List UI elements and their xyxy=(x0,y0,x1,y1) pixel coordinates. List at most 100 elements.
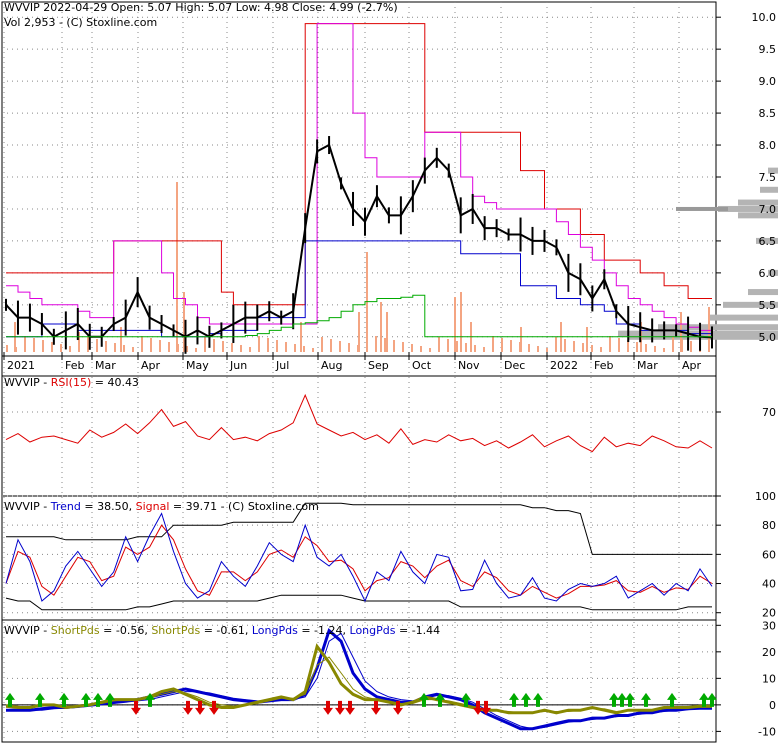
volume-header: Vol 2,953 - (C) Stoxline.com xyxy=(4,16,157,29)
volume-bar xyxy=(300,322,302,352)
volume-bar xyxy=(465,343,467,352)
value-tick-label: 60 xyxy=(762,548,776,561)
volume-bar xyxy=(375,336,377,352)
month-tick-label: Jul xyxy=(275,359,289,372)
rsi-legend-ticker: WVVIP xyxy=(4,376,40,389)
volume-profile-bar xyxy=(768,167,778,174)
volume-bar xyxy=(24,336,26,352)
volume-bar xyxy=(150,338,152,352)
longpds-legend-value: = -1.24, xyxy=(298,624,350,637)
volume-bar xyxy=(454,297,456,352)
volume-bar xyxy=(231,343,233,352)
volume-bar xyxy=(168,342,170,352)
value-tick-label: 7.0 xyxy=(759,203,777,216)
volume-bar xyxy=(380,302,382,352)
volume-bar xyxy=(132,347,134,352)
volume-bar xyxy=(312,348,314,352)
volume-bar xyxy=(267,338,269,352)
value-tick-label: 9.5 xyxy=(759,43,777,56)
volume-bar xyxy=(249,347,251,352)
volume-bar xyxy=(303,346,305,352)
buy-arrow xyxy=(667,692,677,707)
volume-bar xyxy=(330,339,332,352)
volume-bar xyxy=(96,339,98,352)
buy-arrow xyxy=(435,692,445,707)
sell-arrow xyxy=(473,700,483,715)
upper-band-line xyxy=(6,23,712,306)
buy-arrow xyxy=(93,692,103,707)
accumulation-line xyxy=(6,294,712,338)
volume-bar xyxy=(528,344,530,352)
volume-bar xyxy=(42,340,44,352)
volume-bar xyxy=(87,337,89,352)
shortpds-legend-label: ShortPds xyxy=(51,624,100,637)
buy-arrow xyxy=(419,692,429,707)
volume-profile-bar xyxy=(658,324,778,331)
volume-bar xyxy=(276,340,278,352)
axis-tick-labels: 2021 Feb Mar Apr May Jun Jul Aug Sep Oct Nov Dec 202… xyxy=(7,11,776,738)
value-tick-label: 5.0 xyxy=(759,331,777,344)
volume-profile-bar xyxy=(738,212,778,219)
buy-arrow xyxy=(625,692,635,707)
value-tick-label: -10 xyxy=(758,725,776,738)
sell-arrow xyxy=(209,700,219,715)
longpds-legend-label: LongPds xyxy=(252,624,298,637)
sell-arrow xyxy=(481,700,491,715)
value-tick-label: 0 xyxy=(769,699,776,712)
month-tick-label: 2022 xyxy=(550,359,578,372)
pds-legend-ticker: WVVIP xyxy=(4,624,40,637)
volume-bar xyxy=(357,345,359,352)
volume-bar xyxy=(69,346,71,352)
buy-arrow xyxy=(5,692,15,707)
signal-legend-value: = 39.71 xyxy=(169,500,217,513)
volume-bar xyxy=(402,342,404,352)
volume-bar xyxy=(240,345,242,352)
volume-bar xyxy=(393,340,395,352)
volume-bar xyxy=(358,312,360,352)
volume-bar xyxy=(33,338,35,352)
month-tick-label: Feb xyxy=(594,359,613,372)
value-tick-label: 7.5 xyxy=(759,171,777,184)
volume-bar xyxy=(663,348,665,352)
volume-bar xyxy=(285,342,287,352)
volume-bar xyxy=(573,341,575,352)
lower-envelope-line xyxy=(5,594,712,611)
volume-bar xyxy=(258,336,260,352)
volume-bar xyxy=(141,336,143,352)
volume-bar xyxy=(120,327,122,352)
month-tick-label: Sep xyxy=(368,359,389,372)
sell-arrow xyxy=(335,700,345,715)
sell-arrow xyxy=(195,700,205,715)
volume-bar xyxy=(501,338,503,352)
volume-bar xyxy=(384,338,386,352)
volume-bar xyxy=(492,336,494,352)
volume-bar xyxy=(672,337,674,352)
longpds-line xyxy=(6,627,713,731)
rsi-legend-value: = 40.43 xyxy=(91,376,139,389)
longpds2-legend-label: LongPds xyxy=(350,624,396,637)
signal-line xyxy=(5,524,713,599)
volume-bar xyxy=(6,345,8,352)
volume-bar xyxy=(213,339,215,352)
sell-arrow xyxy=(131,700,141,715)
volume-bar xyxy=(204,337,206,352)
value-tick-label: 9.0 xyxy=(759,75,777,88)
buy-arrow xyxy=(641,692,651,707)
value-tick-label: 8.5 xyxy=(759,107,777,120)
volume-bar xyxy=(474,345,476,352)
buy-arrow xyxy=(707,692,717,707)
signal-arrows xyxy=(5,692,717,715)
sell-arrow xyxy=(323,700,333,715)
buy-arrow xyxy=(35,692,45,707)
volume-bar xyxy=(519,342,521,352)
volume-bar xyxy=(510,340,512,352)
volume-bar xyxy=(564,339,566,352)
month-tick-label: Apr xyxy=(141,359,161,372)
volume-bar xyxy=(708,345,710,352)
sell-arrow xyxy=(345,700,355,715)
buy-arrow xyxy=(145,692,155,707)
volume-bar xyxy=(186,346,188,352)
volume-bar xyxy=(105,341,107,352)
volume-bar xyxy=(123,345,125,352)
